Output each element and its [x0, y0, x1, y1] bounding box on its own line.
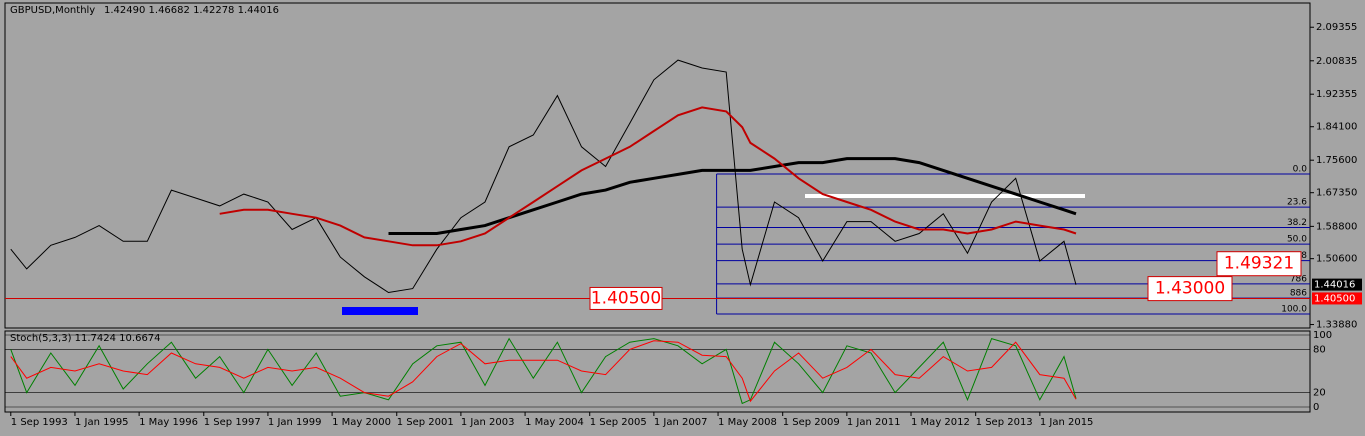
x-tick-label: 1 Jan 1999	[268, 417, 322, 428]
x-tick-label: 1 May 2008	[718, 417, 777, 428]
stoch-tick-label: 100	[1313, 330, 1332, 341]
level-box	[1216, 251, 1302, 277]
stoch-tick-label: 80	[1313, 344, 1326, 355]
x-tick-label: 1 Sep 1993	[11, 417, 68, 428]
x-tick-label: 1 Sep 2001	[397, 417, 454, 428]
x-tick-label: 1 May 1996	[139, 417, 198, 428]
symbol: GBPUSD,Monthly	[10, 5, 95, 16]
x-tick-label: 1 Sep 2009	[783, 417, 840, 428]
stoch-panel	[4, 330, 1311, 413]
stoch-tick-label: 0	[1313, 402, 1319, 413]
x-tick-label: 1 Jan 2011	[847, 417, 901, 428]
fib-label: 23.6	[1287, 198, 1307, 208]
level-box	[1147, 276, 1233, 302]
series-line	[10, 337, 1077, 405]
x-tick-label: 1 Sep 2013	[976, 417, 1033, 428]
ohlc: 1.42490 1.46682 1.42278 1.44016	[104, 5, 279, 16]
y-tick-label: 1.84100	[1316, 122, 1357, 133]
current-price-box	[1312, 278, 1362, 291]
y-tick-label: 1.58800	[1316, 221, 1357, 232]
x-tick-label: 1 Jan 1995	[75, 417, 129, 428]
x-tick-label: 1 May 2000	[332, 417, 391, 428]
x-tick-label: 1 Jan 2007	[654, 417, 708, 428]
fib-label: 38.2	[1287, 218, 1307, 228]
x-tick-label: 1 Jan 2003	[461, 417, 515, 428]
fib-label: 50.0	[1287, 235, 1307, 245]
level-box-label: 1.49321	[1224, 254, 1294, 274]
axis-price-box	[1312, 292, 1362, 305]
x-tick-label: 1 Sep 2005	[590, 417, 647, 428]
y-tick-label: 2.00835	[1316, 56, 1357, 67]
y-tick-label: 1.67350	[1316, 188, 1357, 199]
highlight-block	[342, 307, 418, 315]
fib-label: 0.0	[1293, 164, 1308, 174]
main-panel	[4, 2, 1311, 329]
x-tick-label: 1 Sep 1997	[204, 417, 261, 428]
x-tick-label: 1 May 2012	[911, 417, 970, 428]
series-line	[10, 340, 1077, 403]
axis-price-label: 1.40500	[1314, 293, 1355, 304]
fib-label: 100.0	[1281, 305, 1307, 315]
y-tick-label: 1.50600	[1316, 254, 1357, 265]
series-line	[219, 106, 1077, 247]
y-tick-label: 2.09355	[1316, 22, 1357, 33]
stoch-tick-label: 20	[1313, 388, 1326, 399]
y-tick-label: 1.33880	[1316, 320, 1357, 331]
support-box-label: 1.40500	[591, 288, 661, 308]
y-tick-label: 1.75600	[1316, 155, 1357, 166]
current-price-label: 1.44016	[1314, 280, 1355, 291]
series-line	[10, 59, 1077, 294]
x-tick-label: 1 May 2004	[525, 417, 584, 428]
stoch-title: Stoch(5,3,3) 11.7424 10.6674	[10, 333, 161, 344]
fib-label: 786	[1290, 274, 1307, 284]
support-box	[589, 286, 663, 310]
y-tick-label: 1.92355	[1316, 89, 1357, 100]
x-tick-label: 1 Jan 2015	[1040, 417, 1094, 428]
level-box-label: 1.43000	[1155, 279, 1225, 299]
fib-label: 886	[1290, 289, 1307, 299]
